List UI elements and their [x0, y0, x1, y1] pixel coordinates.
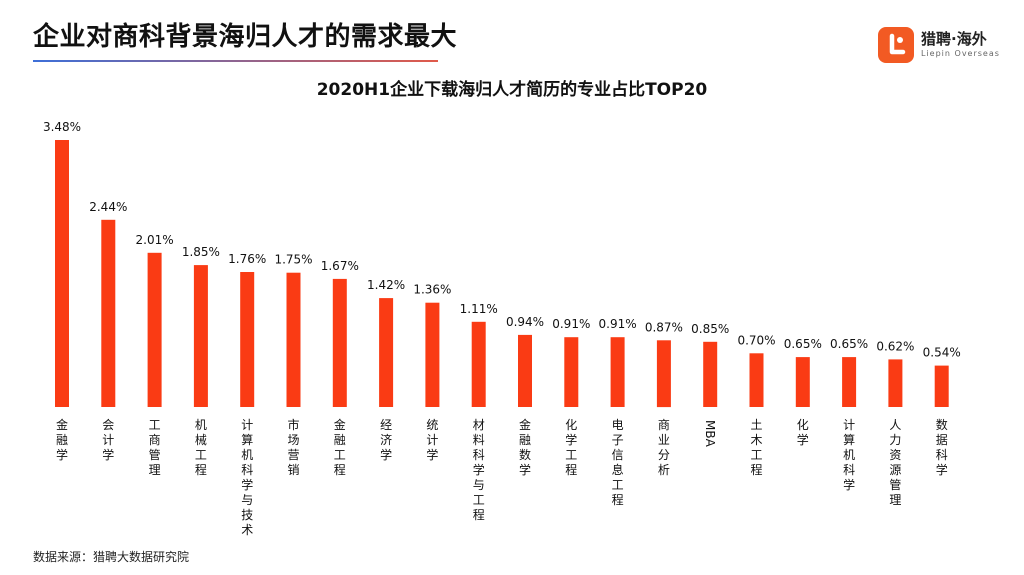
value-label: 1.75% [274, 253, 312, 267]
category-label: 化学工程 [565, 418, 577, 477]
bar-计算机科学 [842, 357, 857, 407]
bar-材料科学与工程 [471, 321, 486, 407]
value-label: 0.70% [737, 333, 775, 347]
value-label: 3.48% [43, 120, 81, 134]
bar-人力资源管理 [888, 359, 903, 407]
category-label: 工商管理 [149, 418, 161, 477]
value-label: 2.44% [89, 200, 127, 214]
category-label: 市场营销 [287, 417, 299, 477]
bar-化学 [795, 357, 810, 407]
bar-统计学 [425, 302, 440, 407]
bar-土木工程 [749, 353, 764, 407]
data-source-note: 数据来源：猎聘大数据研究院 [33, 550, 190, 564]
bar-金融学 [55, 140, 69, 407]
category-label: 经济学 [380, 418, 392, 462]
bar-MBA [703, 341, 718, 407]
value-label: 1.76% [228, 252, 266, 266]
category-label: 金融学 [56, 417, 68, 462]
bar-计算机科学与技术 [240, 272, 255, 407]
category-label: 会计学 [102, 418, 114, 462]
liepin-logo-icon [878, 27, 914, 63]
value-label: 1.11% [460, 302, 498, 316]
category-label: 计算机科学与技术 [241, 418, 253, 537]
category-label: 统计学 [426, 418, 438, 462]
value-label: 0.91% [552, 317, 590, 331]
category-label: 材料科学与工程 [473, 418, 485, 522]
value-label: 2.01% [136, 233, 174, 247]
bar-商业分析 [656, 340, 671, 408]
value-label: 1.42% [367, 278, 405, 292]
category-label: 化学 [797, 418, 809, 447]
bar-数据科学 [934, 365, 949, 407]
brand-name: 猎聘·海外 [921, 30, 987, 48]
value-label: 0.54% [923, 346, 961, 360]
bar-金融工程 [332, 278, 347, 407]
category-label: MBA [703, 420, 717, 448]
value-label: 0.65% [830, 337, 868, 351]
brand-logo-block: 猎聘·海外 Liepin Overseas [878, 26, 1000, 64]
value-label: 0.87% [645, 320, 683, 334]
category-label: 土木工程 [750, 418, 762, 477]
bar-金融数学 [518, 334, 532, 407]
value-label: 0.91% [599, 317, 637, 331]
category-label: 人力资源管理 [889, 418, 901, 507]
value-label: 0.94% [506, 315, 544, 329]
bar-机械工程 [193, 265, 208, 407]
category-label: 电子信息工程 [612, 418, 624, 507]
bar-电子信息工程 [610, 337, 625, 407]
value-label: 1.67% [321, 259, 359, 273]
category-label: 计算机科学 [843, 418, 855, 492]
category-label: 机械工程 [195, 418, 207, 477]
bar-经济学 [379, 298, 394, 407]
bar-工商管理 [147, 252, 162, 407]
title-underline [33, 60, 438, 62]
category-label: 数据科学 [936, 417, 948, 477]
page-title: 企业对商科背景海归人才的需求最大 [33, 22, 458, 52]
value-label: 1.85% [182, 245, 220, 259]
bar-化学工程 [564, 337, 579, 407]
bar-市场营销 [286, 272, 301, 407]
value-label: 1.36% [413, 283, 451, 297]
bar-会计学 [101, 219, 116, 407]
category-label: 金融数学 [519, 417, 531, 477]
category-label: 商业分析 [658, 417, 670, 477]
category-label: 金融工程 [334, 417, 346, 477]
value-label: 0.62% [876, 339, 914, 353]
value-label: 0.85% [691, 322, 729, 336]
brand-subtitle: Liepin Overseas [921, 49, 1000, 58]
value-label: 0.65% [784, 337, 822, 351]
chart-title: 2020H1企业下载海归人才简历的专业占比TOP20 [316, 80, 708, 100]
